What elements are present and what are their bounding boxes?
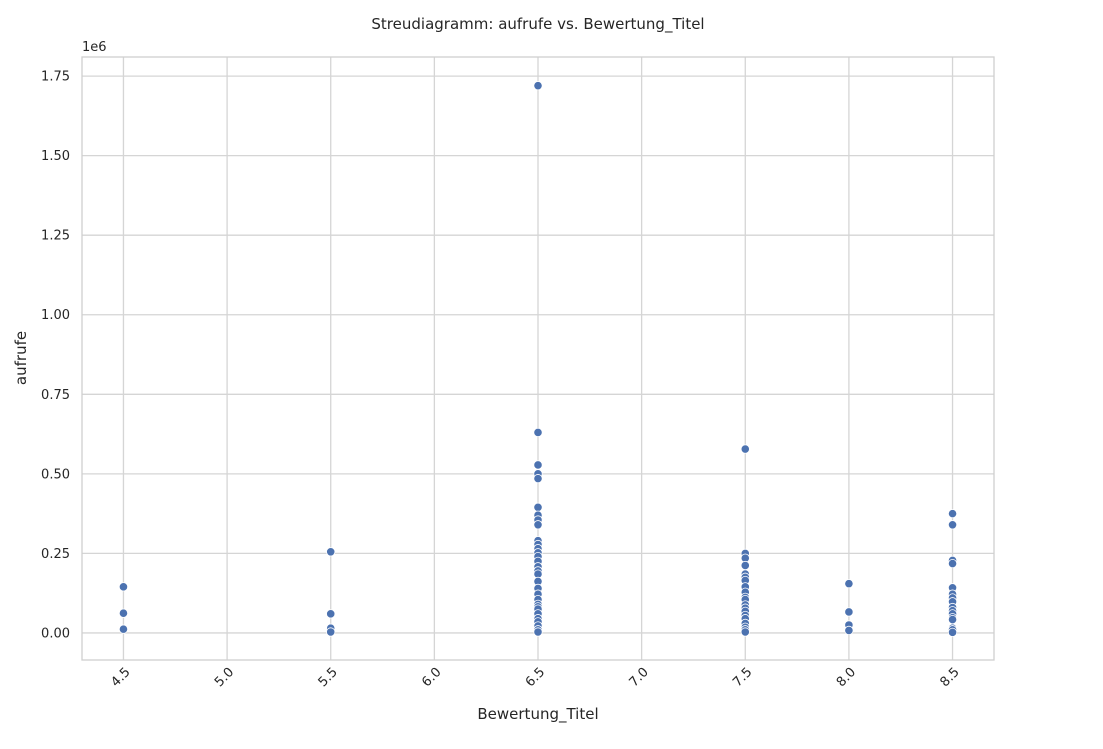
y-tick-label: 1.75	[41, 70, 70, 85]
grid	[82, 57, 994, 660]
y-tick-label: 1.25	[41, 229, 70, 244]
data-point	[326, 609, 336, 619]
x-tick-label: 5.0	[212, 665, 237, 690]
data-point	[947, 614, 958, 625]
data-point	[118, 624, 129, 634]
chart-title: Streudiagramm: aufrufe vs. Bewertung_Tit…	[371, 15, 704, 34]
data-point	[740, 627, 750, 637]
y-tick-label: 0.75	[41, 388, 70, 403]
data-point	[947, 509, 958, 519]
x-axis-label: Bewertung_Titel	[477, 705, 598, 724]
x-tick-label: 8.5	[937, 665, 962, 690]
x-tick-label: 7.5	[730, 665, 755, 690]
data-point	[533, 81, 543, 91]
x-tick-label: 6.0	[419, 665, 444, 690]
x-tick-label: 6.5	[523, 665, 548, 690]
data-point	[326, 547, 336, 557]
data-point	[740, 444, 750, 454]
data-points	[118, 81, 958, 637]
data-point	[740, 560, 750, 571]
x-tick-label: 5.5	[316, 665, 341, 690]
y-axis-label: aufrufe	[12, 331, 30, 385]
y-tick-label: 0.50	[41, 467, 70, 482]
data-point	[947, 627, 958, 637]
data-point	[326, 627, 336, 637]
data-point	[533, 627, 543, 637]
x-tick-label: 8.0	[834, 665, 859, 690]
y-tick-label: 0.25	[41, 547, 70, 562]
data-point	[533, 427, 543, 438]
x-tick-label: 7.0	[627, 665, 652, 690]
data-point	[844, 579, 854, 589]
data-point	[844, 607, 854, 617]
y-tick-label: 1.00	[41, 308, 70, 323]
y-tick-label: 0.00	[41, 626, 70, 641]
plot-frame	[81, 56, 995, 661]
x-tick-label: 4.5	[108, 665, 133, 690]
x-tick-labels: 4.5 5.0 5.5 6.0 6.5 7.0 7.5 8.0 8.5	[108, 665, 962, 690]
data-point	[118, 608, 129, 618]
y-tick-labels: 0.00 0.25 0.50 0.75 1.00 1.25 1.50 1.75	[41, 70, 70, 642]
data-point	[533, 474, 543, 484]
y-offset-label: 1e6	[82, 40, 107, 55]
data-point	[844, 625, 854, 636]
data-point	[118, 582, 129, 592]
y-tick-label: 1.50	[41, 149, 70, 164]
data-point	[533, 502, 543, 512]
data-point	[947, 558, 958, 569]
data-point	[947, 520, 958, 530]
data-point	[533, 460, 543, 470]
data-point	[533, 520, 543, 530]
